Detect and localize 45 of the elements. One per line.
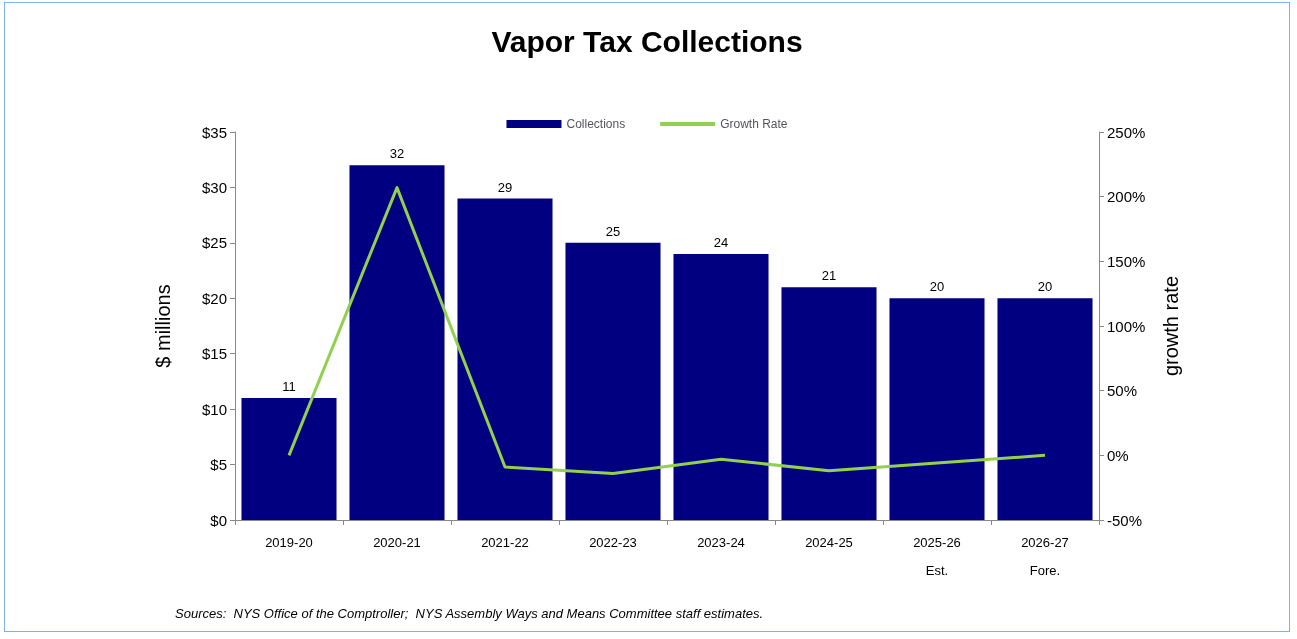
- data-label: 20: [929, 279, 945, 295]
- bar: [241, 398, 337, 520]
- y2-tick-label: 50%: [1107, 382, 1138, 400]
- y2-tick-label: 250%: [1107, 123, 1146, 141]
- data-label: 29: [497, 179, 513, 195]
- y2-tick-label: 200%: [1107, 188, 1146, 206]
- bar: [997, 298, 1093, 520]
- bar: [889, 298, 985, 520]
- x-tick-label: 2024-25: [805, 534, 853, 550]
- x-tick-label: 2026-27 Fore.: [1021, 534, 1069, 578]
- y2-tick-label: 150%: [1107, 252, 1146, 270]
- y-tick-label: $25: [201, 234, 227, 252]
- y2-tick-label: 100%: [1107, 317, 1146, 335]
- y-tick-label: $35: [201, 123, 227, 141]
- y-tick-label: $15: [201, 345, 227, 363]
- data-label: 24: [713, 234, 729, 250]
- bar: [673, 253, 769, 520]
- data-label: 20: [1037, 279, 1053, 295]
- y-tick-label: $5: [210, 456, 227, 474]
- y2-tick-label: -50%: [1107, 511, 1143, 529]
- data-label: 21: [821, 268, 837, 284]
- source-note: Sources: NYS Office of the Comptroller; NYS Assembly Ways and Means Committee staff estimates.: [175, 606, 764, 621]
- legend-label: Growth Rate: [720, 117, 788, 131]
- data-label: 25: [605, 223, 621, 239]
- bar: [565, 242, 661, 520]
- y-tick-label: $0: [210, 511, 227, 529]
- legend-label: Collections: [566, 117, 626, 131]
- y-tick-label: $10: [201, 400, 227, 418]
- y2-tick-label: 0%: [1107, 446, 1129, 464]
- bar: [349, 165, 445, 520]
- x-tick-label: 2023-24: [697, 534, 745, 550]
- chart-title: Vapor Tax Collections: [491, 24, 803, 58]
- x-tick-label: 2020-21: [373, 534, 421, 550]
- y-tick-label: $20: [201, 289, 227, 307]
- bar: [781, 287, 877, 520]
- data-label: 32: [389, 146, 405, 162]
- y2-axis-title: growth rate: [1160, 275, 1182, 377]
- y-tick-label: $30: [201, 178, 227, 196]
- y-axis-title: $ millions: [152, 284, 174, 368]
- data-label: 11: [282, 379, 296, 395]
- bar: [457, 198, 553, 520]
- x-tick-label: 2021-22: [481, 534, 529, 550]
- x-tick-label: 2025-26 Est.: [913, 534, 961, 578]
- x-tick-label: 2022-23: [589, 534, 637, 550]
- x-tick-label: 2019-20: [265, 534, 313, 550]
